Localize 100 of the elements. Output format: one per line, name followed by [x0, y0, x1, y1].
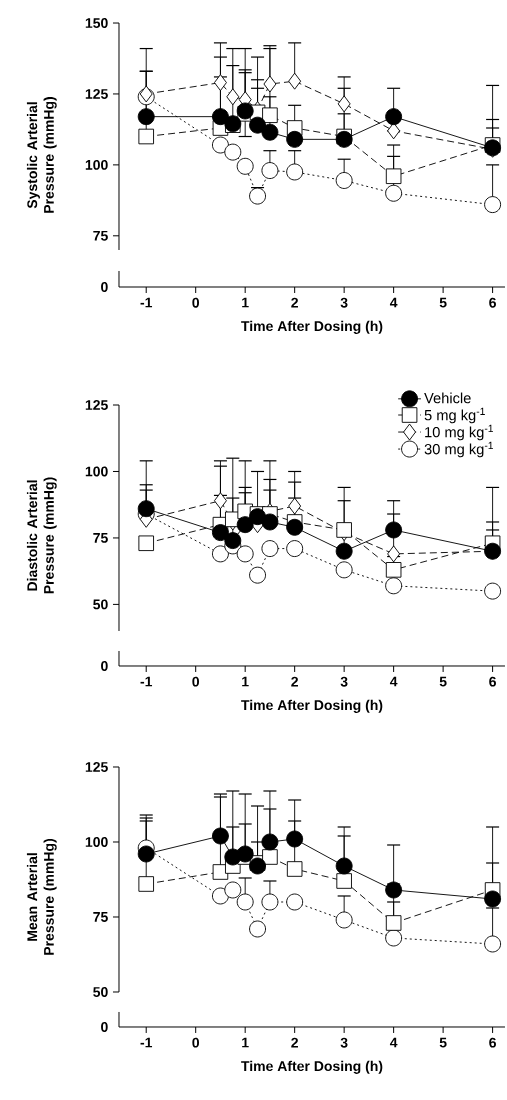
point: [224, 143, 242, 161]
point: [484, 196, 502, 214]
y-tick-label: 75: [93, 912, 108, 922]
point: [262, 107, 278, 124]
point: [138, 876, 155, 892]
x-axis-title: Time After Dosing (h): [241, 699, 383, 713]
point: [249, 116, 267, 134]
point: [335, 542, 353, 560]
legend-label: 5 mg kg$^{-1}$: [424, 407, 485, 424]
point: [385, 562, 402, 578]
point: [224, 532, 242, 550]
point: [138, 535, 155, 552]
point: [211, 545, 229, 563]
point: [286, 540, 304, 558]
text: 0: [101, 661, 108, 671]
x-tick-label: 2: [291, 297, 298, 308]
point: [261, 123, 279, 141]
point: [335, 172, 353, 189]
x-tick-label: 5: [439, 1037, 447, 1048]
point: [224, 881, 242, 899]
y-axis-title: Mean Arterial Pressure (mmHg): [26, 838, 57, 955]
y-tick-label: 125: [85, 400, 108, 410]
x-tick-label: 6: [489, 676, 496, 687]
point: [385, 915, 402, 931]
point: [385, 881, 403, 899]
x-tick-label: 3: [340, 297, 348, 308]
point: [387, 122, 401, 140]
text: 0: [101, 1022, 108, 1032]
point: [288, 72, 302, 90]
x-tick-label: 4: [389, 676, 398, 687]
point: [137, 845, 155, 863]
x-tick-label: -1: [140, 297, 153, 308]
point: [385, 577, 403, 595]
y-tick-label: 125: [85, 762, 108, 772]
y-tick-label: 100: [85, 159, 108, 170]
point: [236, 102, 254, 120]
point: [484, 890, 502, 908]
point: [385, 521, 403, 539]
legend-label: 30 mg kg$^{-1}$: [424, 441, 494, 458]
x-tick-label: 6: [489, 297, 496, 308]
y-tick-label: 125: [85, 89, 108, 99]
x-tick-label: 3: [340, 676, 348, 687]
y-axis-title: Diastolic Arterial Pressure (mmHg): [26, 477, 57, 594]
point: [213, 74, 227, 92]
x-tick-label: 0: [192, 297, 200, 308]
point: [286, 830, 304, 848]
point: [335, 911, 353, 929]
point: [261, 162, 279, 180]
y-tick-label: 100: [85, 837, 108, 847]
point: [211, 827, 229, 845]
point: [288, 497, 302, 515]
point: [286, 861, 303, 877]
point: [262, 849, 278, 865]
point: [261, 540, 279, 558]
point: [484, 935, 502, 953]
point: [137, 500, 155, 518]
legend-label: 10 mg kg$^{-1}$: [425, 424, 494, 441]
point: [249, 920, 267, 938]
x-tick-label: 6: [489, 1037, 496, 1048]
point: [211, 524, 229, 542]
point: [137, 108, 155, 126]
point: [211, 136, 229, 154]
point: [484, 582, 502, 600]
point: [236, 893, 254, 911]
point: [236, 157, 254, 175]
point: [385, 108, 403, 126]
point: [286, 518, 304, 536]
point: [385, 929, 403, 947]
legend-label: Vehicle: [424, 392, 471, 404]
point: [261, 513, 279, 531]
point: [249, 187, 267, 205]
point: [336, 522, 352, 538]
point: [286, 163, 304, 181]
point: [335, 857, 353, 875]
point: [211, 887, 229, 905]
point: [261, 893, 279, 911]
point: [211, 108, 229, 126]
x-tick-label: 0: [192, 676, 200, 687]
x-axis-title: Time After Dosing (h): [241, 1060, 383, 1074]
y-tick-label: 50: [93, 987, 108, 997]
x-axis-title: Time After Dosing (h): [241, 320, 383, 334]
point: [138, 128, 155, 145]
point: [385, 168, 402, 185]
point: [337, 95, 351, 113]
point: [336, 873, 352, 889]
point: [286, 893, 304, 911]
point: [249, 566, 267, 584]
x-tick-label: 2: [291, 1037, 298, 1048]
x-tick-label: 1: [242, 1037, 249, 1048]
x-tick-label: 0: [192, 1037, 200, 1048]
x-tick-label: 4: [389, 1037, 398, 1048]
x-tick-label: 1: [242, 676, 249, 687]
point: [387, 545, 401, 563]
point: [236, 516, 254, 534]
y-tick-label: 75: [93, 533, 108, 543]
x-tick-label: 2: [291, 676, 298, 687]
x-tick-label: 1: [242, 297, 249, 308]
point: [236, 545, 254, 563]
point: [261, 833, 279, 851]
x-tick-label: -1: [140, 1037, 153, 1048]
